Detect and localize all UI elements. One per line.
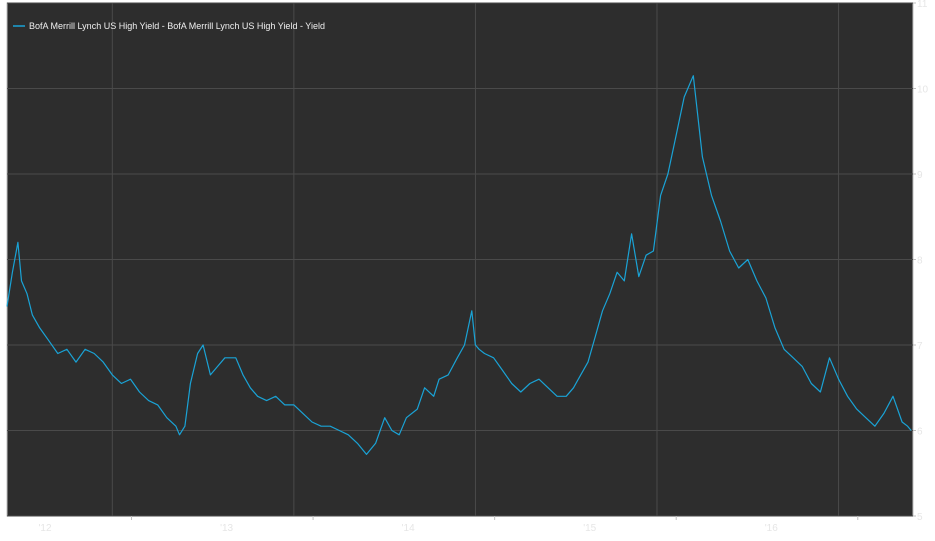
legend: BofA Merrill Lynch US High Yield - BofA …: [13, 21, 325, 31]
x-tick-label: '13: [220, 523, 233, 534]
y-tick-label: 5: [917, 512, 923, 523]
x-tick-label: '16: [765, 523, 778, 534]
y-tick-label: 6: [917, 427, 923, 438]
y-tick-label: 9: [917, 170, 923, 181]
series-layer: [6, 75, 912, 455]
x-tick-label: '12: [39, 523, 52, 534]
legend-label: BofA Merrill Lynch US High Yield - BofA …: [29, 21, 325, 31]
y-axis: 5 6 7 8 9 10 11: [913, 0, 929, 523]
x-tick-label: '15: [583, 523, 596, 534]
x-axis: '12 '13 '14 '15 '16: [39, 516, 859, 534]
x-tick-label: '14: [402, 523, 415, 534]
y-tick-label: 8: [917, 256, 923, 267]
grid: [7, 2, 913, 517]
series-line: [6, 75, 912, 455]
y-tick-label: 11: [917, 0, 928, 10]
y-tick-label: 10: [917, 85, 929, 96]
y-tick-label: 7: [917, 341, 923, 352]
